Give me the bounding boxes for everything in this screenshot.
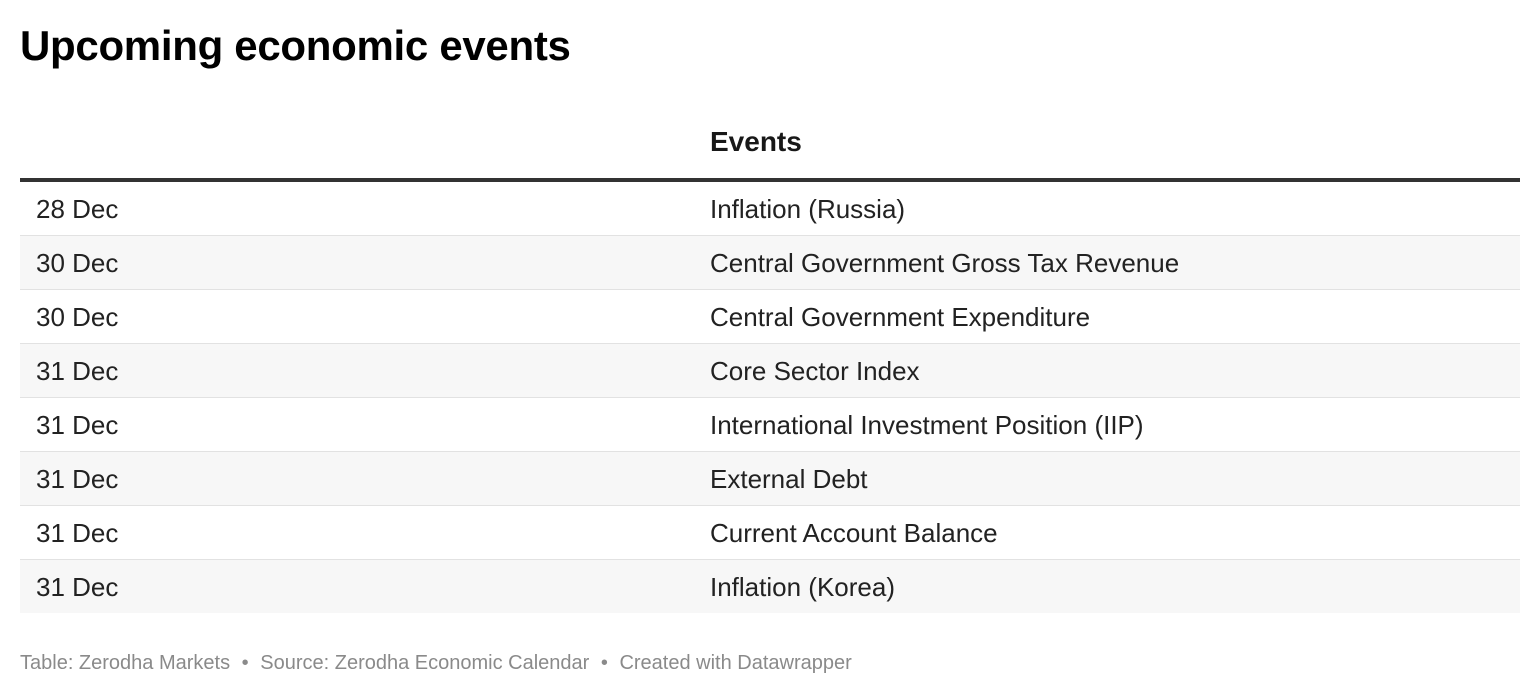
table-row: 31 Dec Current Account Balance	[20, 506, 1520, 560]
date-cell: 31 Dec	[36, 356, 119, 386]
event-cell: Inflation (Korea)	[710, 572, 895, 602]
table-credit: Table: Zerodha Markets	[20, 652, 231, 674]
page-title: Upcoming economic events	[20, 22, 571, 69]
event-cell: Core Sector Index	[710, 356, 920, 386]
date-cell: 31 Dec	[36, 410, 119, 440]
table-row: 30 Dec Central Government Gross Tax Reve…	[20, 236, 1520, 290]
event-cell: Central Government Expenditure	[710, 302, 1091, 332]
table-header-row: Events	[20, 108, 1520, 182]
footer-separator: •	[241, 652, 249, 674]
table-row: 28 Dec Inflation (Russia)	[20, 182, 1520, 236]
events-table: Events 28 Dec Inflation (Russia) 30 Dec …	[20, 108, 1520, 613]
date-cell: 30 Dec	[36, 248, 119, 278]
event-cell: Current Account Balance	[710, 518, 998, 548]
date-cell: 31 Dec	[36, 572, 119, 602]
event-cell: International Investment Position (IIP)	[710, 410, 1144, 440]
date-cell: 30 Dec	[36, 302, 119, 332]
event-cell: External Debt	[710, 464, 868, 494]
table-row: 31 Dec Inflation (Korea)	[20, 560, 1520, 613]
column-header-events: Events	[710, 126, 802, 157]
date-cell: 28 Dec	[36, 194, 119, 224]
table-row: 30 Dec Central Government Expenditure	[20, 290, 1520, 344]
footer-separator: •	[600, 652, 608, 674]
table-row: 31 Dec External Debt	[20, 452, 1520, 506]
event-cell: Central Government Gross Tax Revenue	[710, 248, 1180, 278]
date-cell: 31 Dec	[36, 464, 119, 494]
table-footer: Table: Zerodha Markets • Source: Zerodha…	[20, 652, 852, 675]
datawrapper-credit: Created with Datawrapper	[619, 652, 852, 674]
table-row: 31 Dec International Investment Position…	[20, 398, 1520, 452]
table-row: 31 Dec Core Sector Index	[20, 344, 1520, 398]
source-credit: Source: Zerodha Economic Calendar	[260, 652, 590, 674]
date-cell: 31 Dec	[36, 518, 119, 548]
event-cell: Inflation (Russia)	[710, 194, 906, 224]
